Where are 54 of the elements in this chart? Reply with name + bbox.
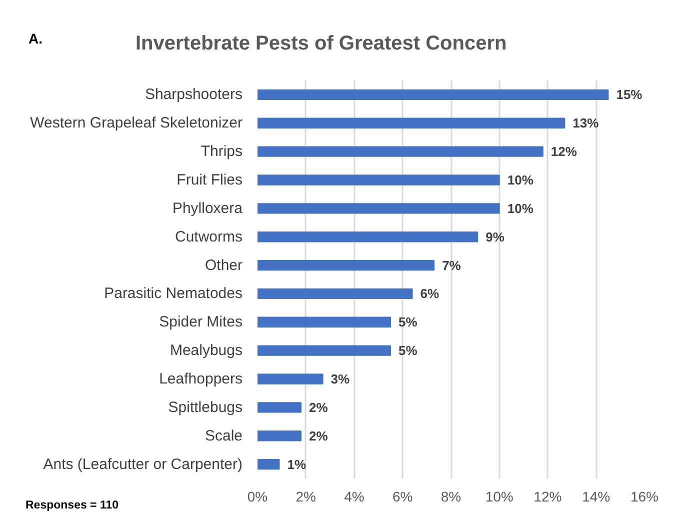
y-tick-label: Ants (Leafcutter or Carpenter) <box>43 456 243 473</box>
bar <box>258 174 500 186</box>
data-label: 10% <box>507 200 534 216</box>
y-tick-label: Parasitic Nematodes <box>104 285 243 302</box>
data-label: 6% <box>420 286 440 302</box>
y-tick-label: Phylloxera <box>172 200 244 217</box>
bar <box>258 203 500 214</box>
bar <box>258 316 392 328</box>
bar <box>258 89 609 100</box>
data-label: 5% <box>398 314 418 330</box>
bar <box>258 374 324 384</box>
x-tick-label: 14% <box>582 488 610 504</box>
data-label: 7% <box>442 258 462 273</box>
bar <box>258 345 392 356</box>
y-tick-label: Mealybugs <box>170 342 243 360</box>
x-tick-label: 2% <box>296 488 316 504</box>
bar <box>258 458 280 470</box>
y-tick-label: Spittlebugs <box>168 398 242 416</box>
y-tick-label: Leafhoppers <box>159 370 243 388</box>
y-tick-label: Scale <box>204 427 243 444</box>
y-tick-label: Other <box>204 256 243 274</box>
bar <box>258 232 478 242</box>
x-tick-label: 4% <box>344 488 364 504</box>
data-label: 2% <box>309 428 328 444</box>
x-tick-label: 16% <box>630 488 659 504</box>
y-tick-label: Thrips <box>200 143 243 160</box>
x-tick-label: 0% <box>247 488 268 504</box>
x-tick-label: 12% <box>534 488 562 504</box>
bar <box>258 260 435 271</box>
text: Responses = 110 <box>26 500 119 512</box>
x-tick-label: 8% <box>440 488 462 504</box>
text: A. <box>28 30 42 46</box>
y-tick-label: Spider Mites <box>159 314 243 331</box>
y-tick-label: Sharpshooters <box>144 86 243 104</box>
data-label: 2% <box>309 400 328 415</box>
data-label: 3% <box>330 372 350 386</box>
chart-title: Invertebrate Pests of Greatest Concern <box>136 32 507 54</box>
y-tick-label: Western Grapeleaf Skeletonizer <box>30 114 243 132</box>
bar <box>258 430 302 442</box>
x-tick-label: 10% <box>485 488 514 504</box>
y-tick-label: Fruit Flies <box>176 172 243 188</box>
data-label: 9% <box>486 229 505 244</box>
data-label: 12% <box>550 144 578 160</box>
data-label: 1% <box>287 456 306 472</box>
bar <box>258 146 544 157</box>
y-tick-label: Cutworms <box>174 228 243 246</box>
bar <box>258 118 566 128</box>
data-label: 10% <box>507 172 534 188</box>
data-label: 15% <box>616 87 643 102</box>
data-label: 5% <box>398 343 418 358</box>
x-tick-label: 6% <box>392 488 413 504</box>
data-label: 13% <box>572 116 600 131</box>
bar <box>258 288 413 300</box>
bar <box>258 402 302 413</box>
